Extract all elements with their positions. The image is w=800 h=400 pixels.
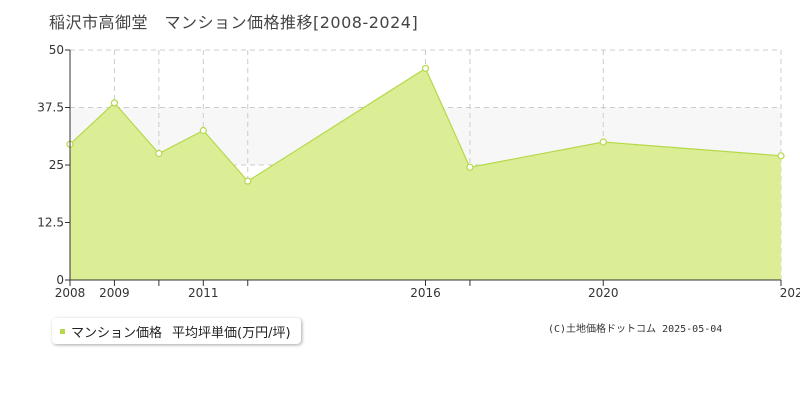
data-point (199, 126, 207, 135)
x-tick-label: 2016 (410, 286, 441, 300)
data-point (110, 99, 119, 107)
y-tick-label: 37.5 (37, 101, 64, 115)
x-tick-label: 2024 (780, 286, 800, 300)
legend-unit-label: 平均坪単価(万円/坪) (172, 325, 291, 341)
x-tick-label: 2009 (99, 286, 130, 300)
area-fill (70, 68, 781, 281)
data-point (777, 152, 785, 160)
legend-series-label: マンション価格 (71, 325, 163, 341)
legend: マンション価格 平均坪単価(万円/坪) (52, 318, 301, 344)
x-tick-label: 2020 (588, 286, 619, 300)
x-tick-label: 2008 (55, 286, 86, 300)
copyright-text: (C)土地価格ドットコム 2025-05-04 (548, 324, 723, 335)
data-point (599, 138, 607, 146)
legend-swatch (60, 328, 65, 334)
y-tick-label: 0 (56, 273, 64, 287)
data-points (66, 64, 785, 185)
data-point (244, 177, 252, 185)
y-tick-label: 12.5 (37, 216, 64, 230)
data-point (421, 64, 430, 73)
y-tick-labels: 0 12.5 25 37.5 50 (37, 43, 64, 287)
x-tick-labels: 2008 2009 2011 2016 2020 2024 (55, 286, 800, 300)
y-tick-label: 50 (49, 43, 64, 57)
data-point (466, 163, 474, 171)
chart-title: 稲沢市高御堂 マンション価格推移[2008-2024] (49, 13, 419, 32)
x-tick-label: 2011 (188, 286, 219, 300)
data-point (155, 149, 163, 158)
axes (65, 49, 782, 286)
y-tick-label: 25 (49, 158, 64, 172)
